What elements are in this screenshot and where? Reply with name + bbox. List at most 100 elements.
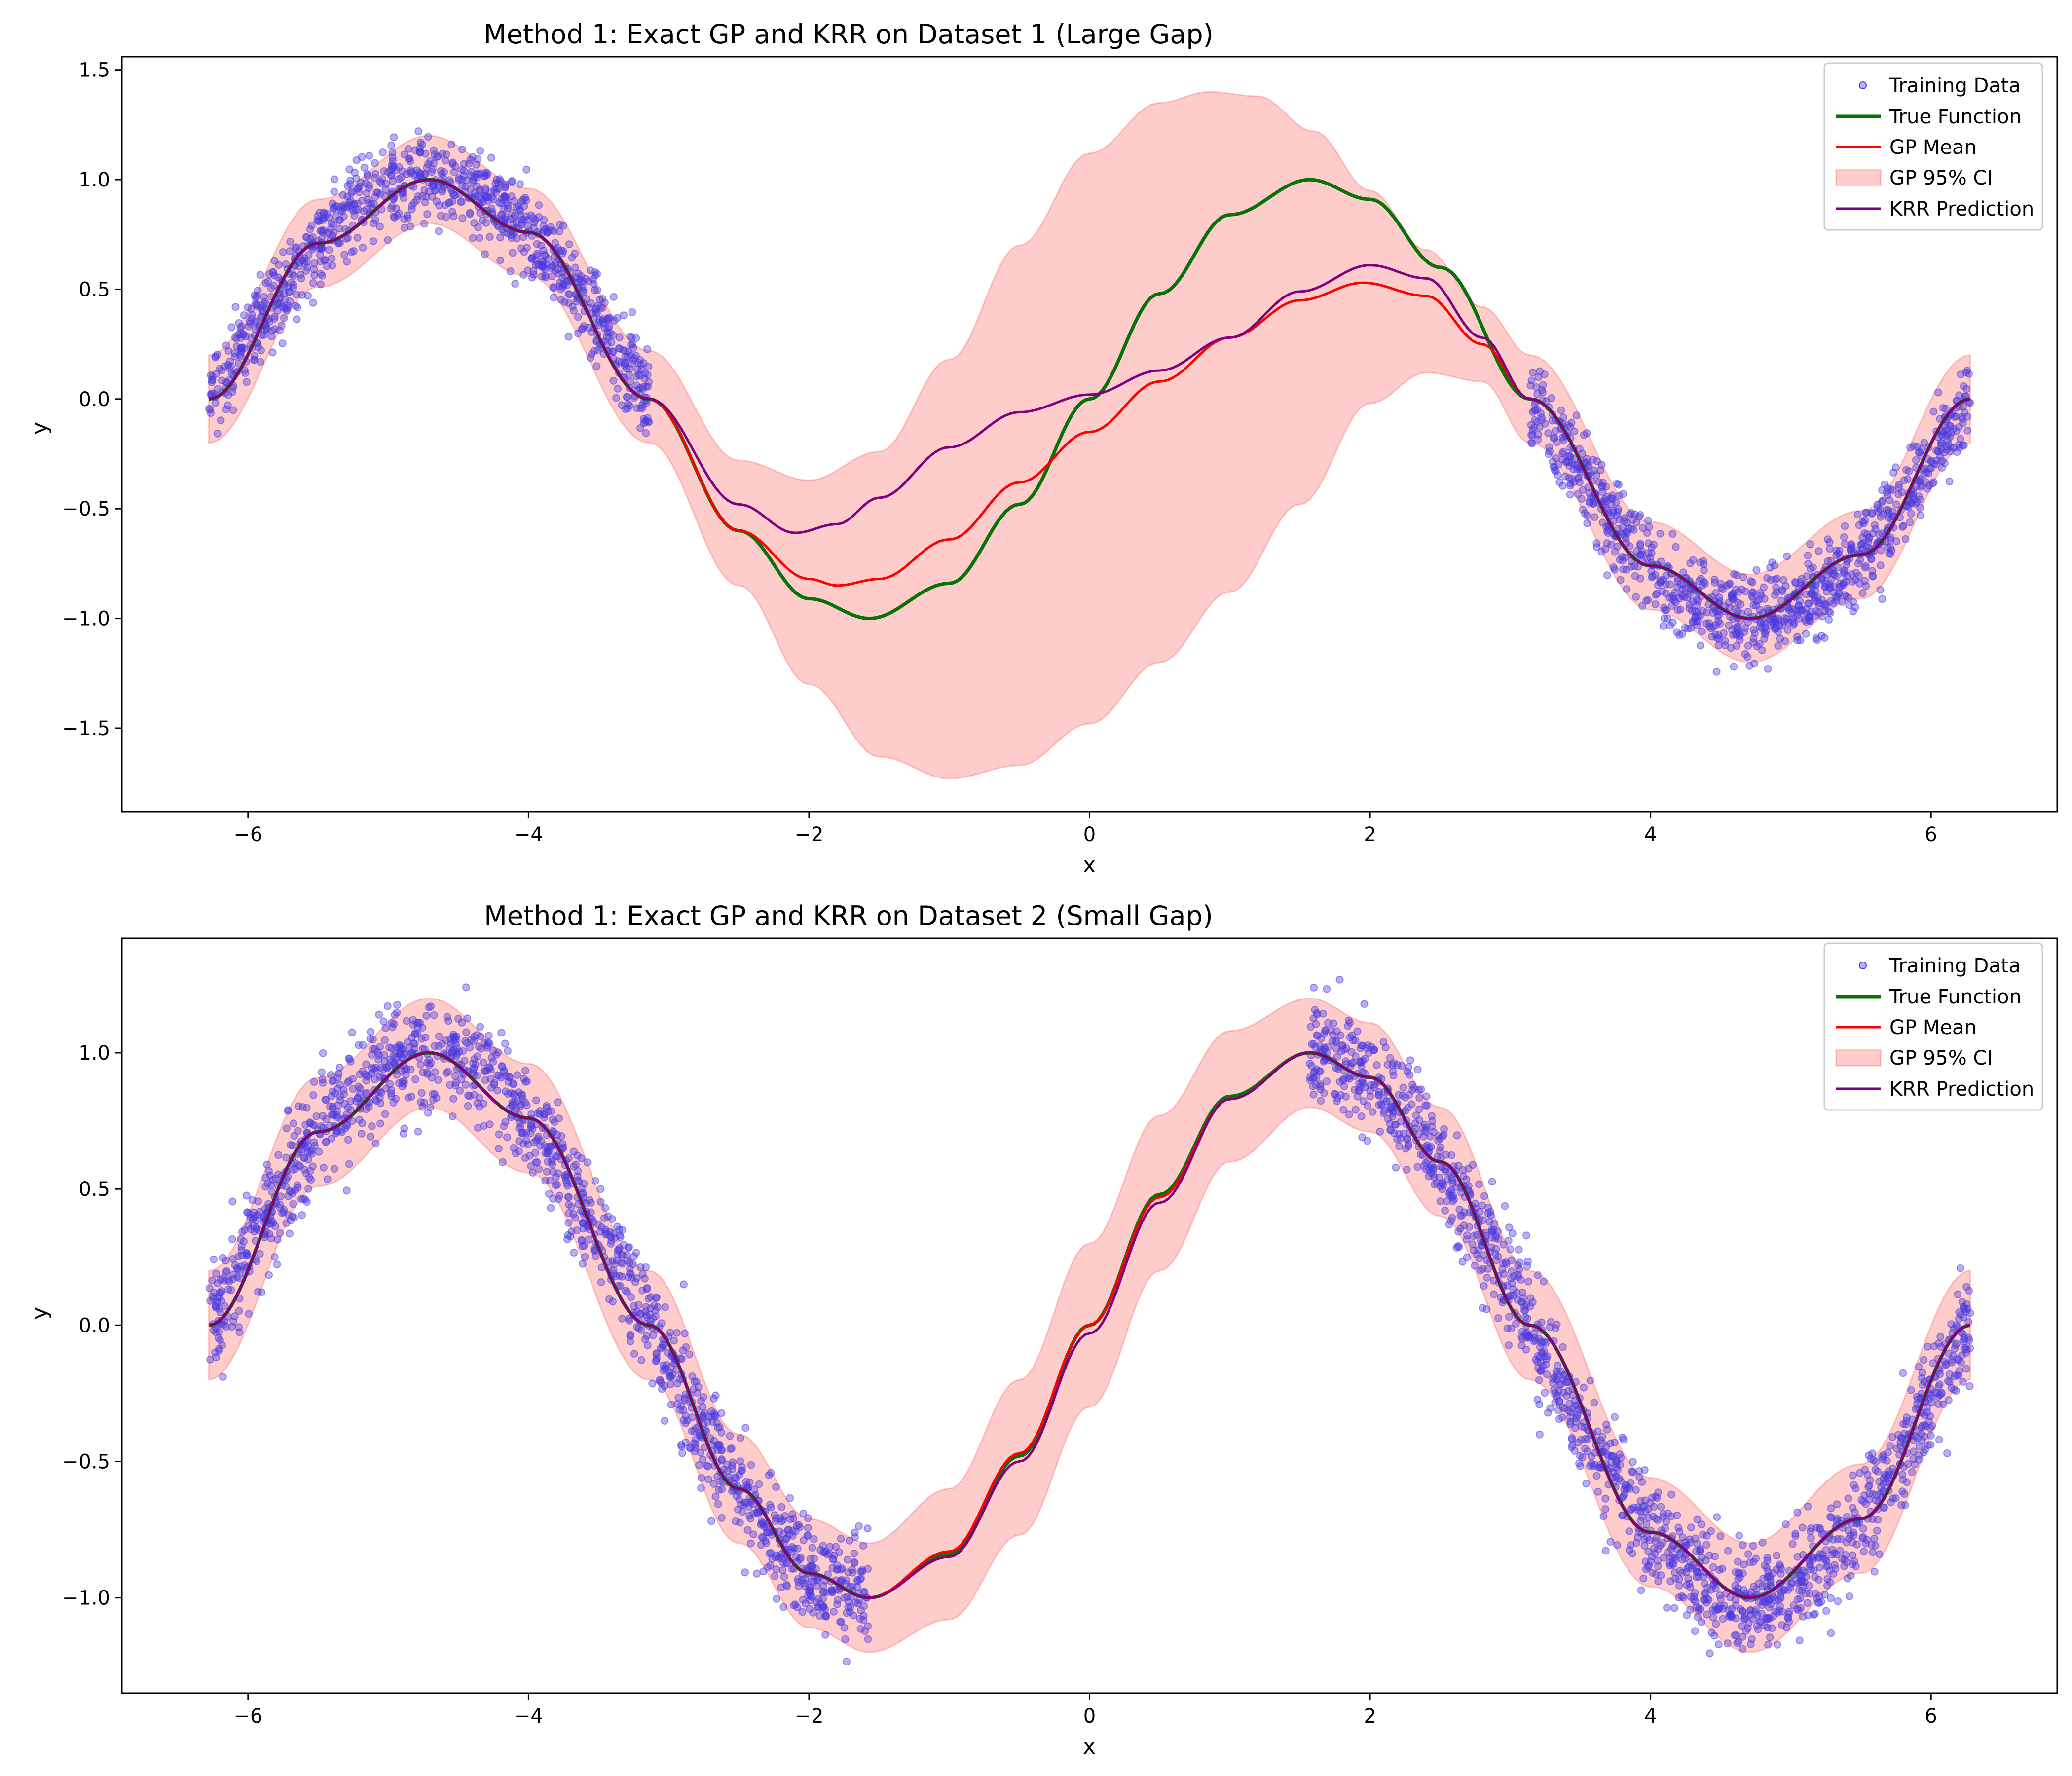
training-data-point	[350, 247, 358, 255]
training-data-point	[267, 1234, 275, 1243]
training-data-point	[616, 1282, 625, 1290]
training-data-point	[1625, 1527, 1633, 1535]
training-data-point	[1479, 1304, 1487, 1312]
training-data-point	[1827, 1594, 1835, 1602]
training-data-point	[605, 1295, 613, 1303]
training-data-point	[309, 298, 317, 307]
training-data-point	[1835, 590, 1843, 598]
training-data-point	[1546, 447, 1554, 456]
training-data-point	[608, 1257, 617, 1265]
training-data-point	[350, 212, 359, 220]
training-data-point	[710, 1480, 718, 1488]
training-data-point	[606, 329, 614, 337]
training-data-point	[228, 1197, 237, 1206]
training-data-point	[1317, 1097, 1325, 1105]
training-data-point	[618, 1314, 627, 1323]
training-data-point	[1854, 572, 1863, 580]
training-data-point	[1902, 466, 1910, 474]
training-data-point	[487, 153, 495, 162]
training-data-point	[689, 1385, 698, 1393]
training-data-point	[1470, 1246, 1478, 1255]
training-data-point	[1745, 662, 1754, 670]
training-data-point	[1963, 426, 1972, 435]
training-data-point	[1667, 1490, 1676, 1499]
training-data-point	[1644, 1514, 1653, 1522]
panel-1-y-axis-label: y	[27, 422, 52, 435]
training-data-point	[1851, 1484, 1860, 1493]
training-data-point	[1804, 552, 1812, 559]
training-data-point	[222, 406, 230, 413]
training-data-point	[1618, 1433, 1627, 1442]
training-data-point	[310, 265, 318, 274]
training-data-point	[1548, 416, 1556, 425]
training-data-point	[1675, 1581, 1683, 1590]
x-tick-label: −4	[514, 823, 543, 846]
training-data-point	[336, 216, 344, 224]
training-data-point	[404, 214, 412, 222]
training-data-point	[298, 1211, 306, 1219]
training-data-point	[1954, 1290, 1962, 1298]
training-data-point	[207, 409, 215, 417]
training-data-point	[319, 226, 328, 234]
training-data-point	[312, 1112, 321, 1120]
training-data-point	[515, 1147, 523, 1155]
training-data-point	[1323, 1077, 1331, 1085]
training-data-point	[1732, 624, 1740, 632]
training-data-point	[1529, 368, 1537, 376]
training-data-point	[1756, 589, 1764, 597]
training-data-point	[438, 185, 446, 194]
training-data-point	[411, 1030, 419, 1038]
training-data-point	[643, 345, 651, 353]
training-data-point	[222, 1267, 231, 1275]
training-data-point	[522, 165, 531, 174]
training-data-point	[1959, 442, 1967, 450]
training-data-point	[1840, 533, 1848, 541]
training-data-point	[1711, 1552, 1719, 1560]
training-data-point	[672, 1329, 681, 1337]
training-data-point	[1636, 1497, 1645, 1505]
training-data-point	[1514, 1261, 1522, 1269]
training-data-point	[1504, 1236, 1513, 1245]
training-data-point	[253, 1223, 261, 1231]
training-data-point	[633, 1308, 641, 1316]
training-data-point	[1761, 630, 1770, 638]
training-data-point	[1725, 621, 1733, 629]
training-data-point	[1885, 1470, 1893, 1479]
training-data-point	[335, 224, 343, 233]
training-data-point	[1406, 1056, 1414, 1065]
training-data-point	[1760, 594, 1769, 603]
training-data-point	[511, 280, 519, 288]
training-data-point	[504, 204, 512, 213]
training-data-point	[1526, 381, 1535, 390]
training-data-point	[1939, 1400, 1948, 1408]
training-data-point	[746, 1515, 755, 1523]
training-data-point	[666, 1329, 674, 1337]
training-data-point	[276, 294, 284, 302]
training-data-point	[648, 1379, 657, 1388]
training-data-point	[216, 1336, 224, 1344]
training-data-point	[1697, 641, 1704, 650]
training-data-point	[1915, 1442, 1924, 1450]
training-data-point	[1740, 628, 1748, 636]
training-data-point	[1683, 1611, 1691, 1619]
training-data-point	[1381, 1043, 1390, 1052]
training-data-point	[1441, 1206, 1449, 1215]
training-data-point	[1784, 1614, 1792, 1622]
training-data-point	[241, 369, 250, 377]
training-data-point	[1572, 411, 1581, 419]
training-data-point	[699, 1393, 707, 1401]
training-data-point	[1956, 1264, 1964, 1272]
training-data-point	[485, 233, 494, 241]
training-data-point	[371, 1139, 380, 1147]
training-data-point	[1614, 1466, 1622, 1474]
training-data-point	[851, 1528, 859, 1537]
training-data-point	[1558, 481, 1567, 490]
training-data-point	[812, 1565, 820, 1573]
training-data-point	[1403, 1165, 1411, 1174]
training-data-point	[1869, 1548, 1877, 1556]
training-data-point	[231, 303, 240, 311]
training-data-point	[579, 1259, 587, 1268]
training-data-point	[319, 210, 328, 218]
training-data-point	[521, 1067, 529, 1075]
training-data-point	[612, 394, 620, 402]
